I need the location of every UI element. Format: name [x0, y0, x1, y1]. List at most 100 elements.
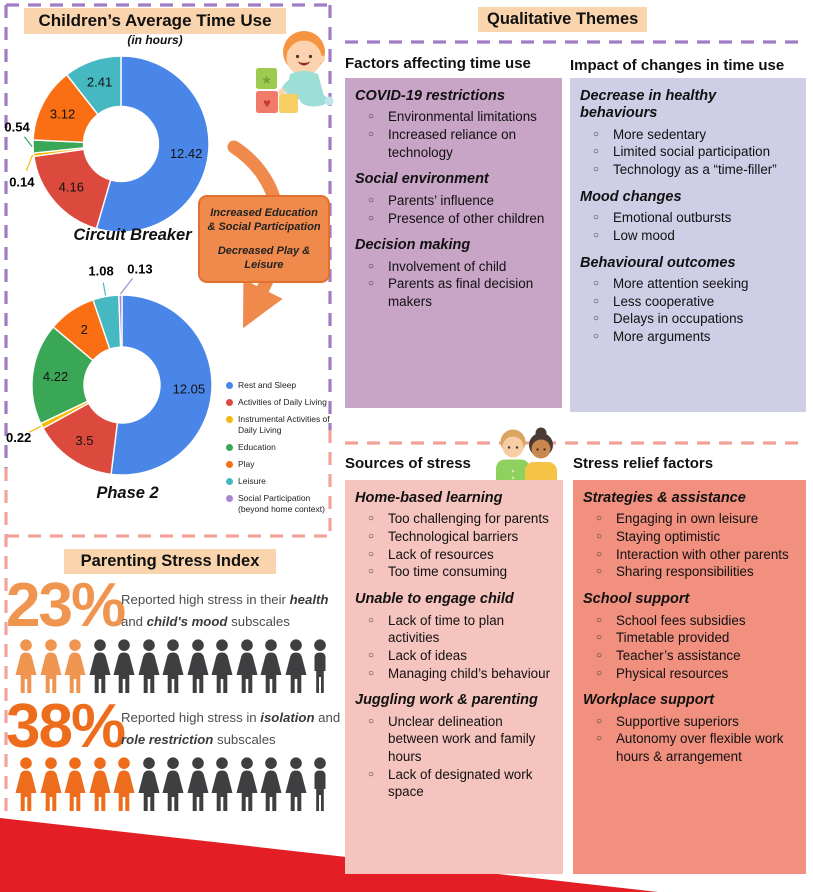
- page-title-time-use: Children’s Average Time Use: [24, 8, 286, 34]
- legend-item: Instrumental Activities of Daily Living: [226, 414, 338, 435]
- stat-desc-23: Reported high stress in their health and…: [121, 589, 345, 633]
- female-person-icon: [285, 639, 306, 693]
- female-person-icon: [64, 639, 86, 693]
- chart-title-phase-2: Phase 2: [96, 484, 159, 502]
- slice-label: 1.08: [88, 263, 113, 278]
- legend-item: Activities of Daily Living: [226, 397, 338, 407]
- theme-group-title: Home-based learning: [355, 490, 503, 506]
- male-person-icon: [314, 639, 326, 693]
- bullet-text: Parents’ influence: [388, 192, 494, 208]
- slice-leader-line: [25, 154, 34, 171]
- theme-group-title: Social environment: [355, 171, 489, 188]
- bullet-item: ○ Parents’ influence: [354, 192, 553, 210]
- bullet-marker: ○: [367, 768, 375, 780]
- bullet-text: Managing child’s behaviour: [388, 665, 551, 681]
- theme-group: Decrease in healthy behaviours ○ More sede…: [579, 88, 797, 179]
- female-person-icon: [138, 757, 159, 811]
- baby-icon: ★ ♥: [256, 31, 334, 113]
- bullet-text: More attention seeking: [613, 276, 749, 291]
- bullet-item: ○ Engaging in own leisure: [582, 510, 797, 528]
- legend-label: Activities of Daily Living: [238, 397, 327, 408]
- female-person-icon: [260, 757, 282, 811]
- slice-label: 12.05: [173, 382, 206, 397]
- bullet-item: ○ Environmental limitations: [354, 108, 553, 126]
- female-person-icon: [187, 639, 208, 693]
- plain-text: and: [121, 613, 147, 629]
- slice-label: 0.13: [127, 262, 152, 277]
- donut-slice-education: [31, 325, 94, 425]
- pictograph-row-23: [14, 639, 332, 694]
- legend-item: Rest and Sleep: [226, 380, 338, 390]
- bullet-text: Too time consuming: [388, 564, 508, 580]
- svg-text:♥: ♥: [263, 96, 271, 111]
- bullet-text: Parents as final decision makers: [388, 276, 534, 309]
- bullet-item: ○ More arguments: [579, 328, 797, 346]
- column-heading-factors: Factors affecting time use: [345, 55, 531, 72]
- plain-text: subscales: [227, 613, 290, 629]
- female-person-icon: [113, 757, 135, 811]
- woman-head: [531, 439, 551, 459]
- legend-label: Rest and Sleep: [238, 380, 297, 390]
- man-head: [502, 436, 524, 458]
- plain-text: Reported high stress in their: [121, 592, 290, 607]
- legend-label: Social Participation (beyond home contex…: [238, 493, 325, 514]
- bullet-marker: ○: [595, 531, 603, 543]
- female-person-icon: [40, 639, 61, 693]
- column-heading-relief: Stress relief factors: [573, 455, 714, 472]
- chart-legend: Rest and Sleep Activities of Daily Living…: [226, 380, 338, 514]
- stat-percent-23: 23%: [6, 571, 126, 640]
- bullet-item: ○ Lack of designated work space: [354, 766, 554, 801]
- bullet-marker: ○: [367, 278, 375, 290]
- theme-group-title: Strategies & assistance: [583, 490, 746, 506]
- bullet-item: ○ Staying optimistic: [582, 528, 797, 546]
- bullet-item: ○ Less cooperative: [579, 293, 797, 311]
- curved-arrow-head: [243, 279, 283, 329]
- pink-dashed-border: [4, 430, 806, 812]
- bullet-item: ○ Delays in occupations: [579, 310, 797, 328]
- legend-label: Play: [238, 458, 255, 469]
- bullet-marker: ○: [595, 733, 603, 745]
- bullet-marker: ○: [367, 111, 375, 123]
- bullet-text: Involvement of child: [388, 258, 507, 274]
- donut-slice-social-participation-beyond-home-context-: [118, 294, 123, 348]
- female-person-icon: [89, 639, 110, 693]
- bullet-marker: ○: [367, 260, 375, 272]
- bullet-item: ○ Presence of other children: [354, 210, 553, 228]
- female-person-icon: [89, 757, 110, 811]
- bullet-marker: ○: [367, 614, 375, 626]
- male-person-icon: [314, 757, 326, 811]
- arrow-note-line1: Increased Education & Social Participati…: [207, 207, 321, 234]
- bullet-item: ○ More sedentary: [579, 126, 797, 144]
- impact-box: Decrease in healthy behaviours ○ More sede…: [570, 78, 806, 412]
- bullet-item: ○ More attention seeking: [579, 275, 797, 293]
- female-person-icon: [285, 757, 306, 811]
- theme-group: School support ○ School fees subsidies ○ Tim…: [582, 591, 797, 682]
- bullet-item: ○ School fees subsidies: [582, 612, 797, 630]
- bullet-text: Sharing responsibilities: [616, 564, 754, 580]
- heart-block: [256, 91, 278, 113]
- theme-group-title: Behavioural outcomes: [580, 254, 736, 271]
- emphasized-text: role restriction: [121, 731, 214, 747]
- female-person-icon: [64, 757, 86, 811]
- bullet-item: ○ Interaction with other parents: [582, 546, 797, 564]
- bullet-item: ○ Lack of ideas: [354, 647, 554, 665]
- legend-color-dot: [226, 443, 233, 451]
- bullet-text: Delays in occupations: [613, 311, 744, 327]
- bullet-item: ○ Limited social participation: [579, 143, 797, 161]
- legend-label: Education: [238, 441, 276, 452]
- slice-leader-line: [102, 282, 107, 296]
- column-heading-impact: Impact of changes in time use: [570, 57, 785, 74]
- donut-slice-rest-and-sleep: [110, 294, 213, 476]
- female-person-icon: [236, 757, 257, 811]
- stress-index-title: Parenting Stress Index: [64, 549, 276, 574]
- bullet-text: Supportive superiors: [616, 713, 739, 729]
- legend-color-dot: [226, 460, 233, 468]
- bullet-item: ○ Autonomy over flexible work hours & arr…: [582, 730, 797, 765]
- bullet-marker: ○: [592, 313, 600, 325]
- bullet-marker: ○: [592, 146, 600, 158]
- chart-title-circuit-breaker: Circuit Breaker: [73, 226, 192, 244]
- stat-desc-38: Reported high stress in isolation and ro…: [121, 707, 345, 751]
- bullet-text: Unclear delineation between work and fam…: [388, 713, 536, 765]
- qualitative-themes-title: Qualitative Themes: [478, 7, 648, 32]
- theme-group: Unable to engage child ○ Lack of time to p…: [354, 591, 554, 682]
